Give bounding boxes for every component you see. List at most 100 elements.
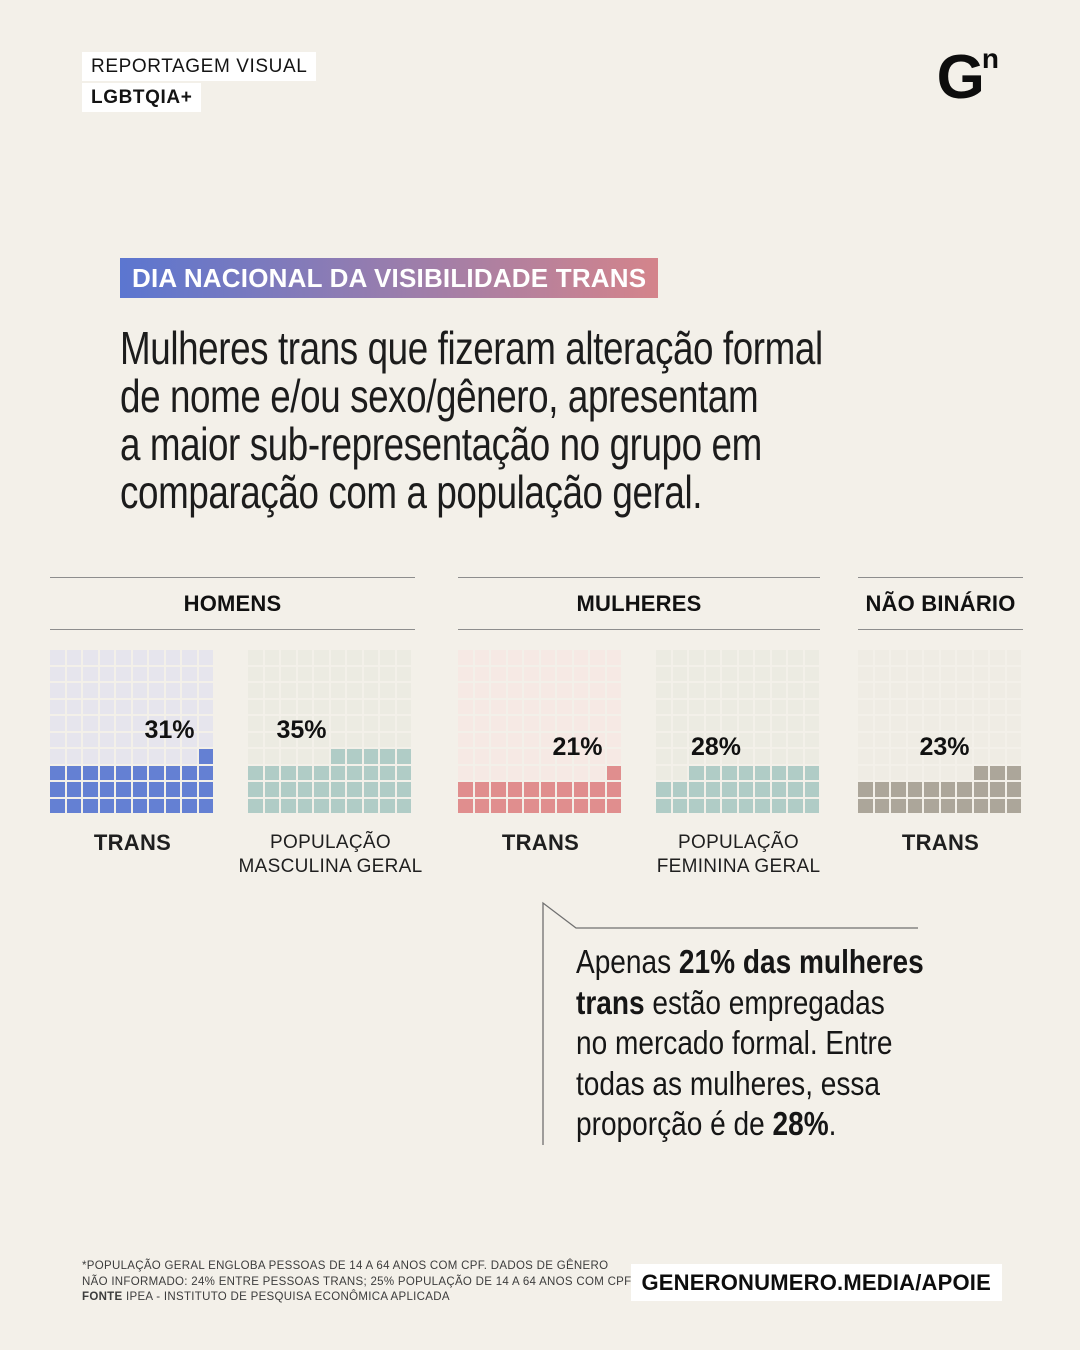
logo-letter-n: n <box>981 43 999 74</box>
waffle-cell <box>347 782 362 797</box>
waffle-cell <box>738 683 753 698</box>
waffle-cell <box>297 765 312 780</box>
waffle-cell <box>1006 782 1021 797</box>
waffle-cell <box>689 699 704 714</box>
waffle-cell <box>264 683 279 698</box>
waffle-cell <box>874 749 889 764</box>
waffle-cell <box>722 765 737 780</box>
waffle-cell <box>297 650 312 665</box>
waffle-cell <box>573 732 588 747</box>
waffle-cell <box>474 716 489 731</box>
waffle-cell <box>771 699 786 714</box>
waffle-cell <box>738 666 753 681</box>
waffle-cell <box>66 732 81 747</box>
waffle-cell <box>116 666 131 681</box>
waffle-cell <box>50 782 65 797</box>
waffle-cell <box>804 699 819 714</box>
waffle-cell <box>940 782 955 797</box>
waffle-cell <box>940 749 955 764</box>
waffle-cell <box>248 666 263 681</box>
waffle-cell <box>507 765 522 780</box>
waffle-cell <box>771 650 786 665</box>
waffle-cell <box>182 749 197 764</box>
waffle-cell <box>738 782 753 797</box>
support-link[interactable]: GENERONUMERO.MEDIA/APOIE <box>630 1264 1002 1301</box>
waffle-cell <box>907 699 922 714</box>
waffle-cell <box>907 798 922 813</box>
waffle-cell <box>874 699 889 714</box>
waffle-cell <box>264 666 279 681</box>
waffle-cell <box>722 699 737 714</box>
waffle-cell <box>540 699 555 714</box>
waffle-cell <box>458 666 473 681</box>
waffle-cell <box>182 732 197 747</box>
waffle-cell <box>573 765 588 780</box>
waffle-cell <box>755 699 770 714</box>
waffle-cell <box>957 699 972 714</box>
waffle-cell <box>656 765 671 780</box>
waffle-cell <box>507 699 522 714</box>
waffle-cell <box>788 749 803 764</box>
waffle-cell <box>1006 716 1021 731</box>
chart-label-line: TRANS <box>901 830 980 855</box>
waffle-cell <box>705 782 720 797</box>
waffle-cell <box>116 683 131 698</box>
waffle-cell <box>1006 699 1021 714</box>
waffle-cell <box>132 732 147 747</box>
kicker: REPORTAGEM VISUAL LGBTQIA+ <box>82 52 317 112</box>
chart-label-line: POPULAÇÃO <box>678 832 799 853</box>
waffle-cell <box>396 716 411 731</box>
waffle-cell <box>540 798 555 813</box>
waffle-cell <box>557 798 572 813</box>
waffle-cell <box>557 666 572 681</box>
waffle-cell <box>1006 666 1021 681</box>
waffle-cell <box>132 782 147 797</box>
waffle-cell <box>907 749 922 764</box>
waffle-cell <box>491 716 506 731</box>
waffle-cell <box>198 782 213 797</box>
waffle-cell <box>722 683 737 698</box>
waffle-cell <box>116 732 131 747</box>
waffle-cell <box>924 732 939 747</box>
waffle-cell <box>264 798 279 813</box>
waffle-cell <box>297 699 312 714</box>
waffle-cell <box>689 749 704 764</box>
waffle-cell <box>524 650 539 665</box>
waffle-cell <box>973 765 988 780</box>
waffle-cell <box>590 782 605 797</box>
waffle-cell <box>264 650 279 665</box>
waffle-cell <box>507 798 522 813</box>
waffle-cell <box>66 666 81 681</box>
waffle-cell <box>198 749 213 764</box>
waffle-cell <box>248 650 263 665</box>
waffle-cell <box>590 732 605 747</box>
waffle-cell <box>689 765 704 780</box>
waffle-cell <box>672 683 687 698</box>
waffle-cell <box>264 716 279 731</box>
waffle-cell <box>297 666 312 681</box>
waffle-cell <box>182 765 197 780</box>
waffle-cell <box>755 683 770 698</box>
waffle-cell <box>689 782 704 797</box>
waffle-cell <box>50 650 65 665</box>
waffle-cell <box>380 699 395 714</box>
waffle-cell <box>116 749 131 764</box>
waffle-cell <box>99 798 114 813</box>
waffle-cell <box>83 666 98 681</box>
waffle-cell <box>1006 749 1021 764</box>
chart-label-homens-pop-geral: POPULAÇÃO MASCULINA GERAL <box>218 831 443 879</box>
waffle-cell <box>689 716 704 731</box>
waffle-cell <box>380 650 395 665</box>
waffle-cell <box>380 666 395 681</box>
waffle-cell <box>380 782 395 797</box>
waffle-cell <box>606 798 621 813</box>
headline-line: Mulheres trans que fizeram alteração for… <box>120 322 823 374</box>
waffle-cell <box>990 666 1005 681</box>
waffle-cell <box>590 765 605 780</box>
waffle-cell <box>264 732 279 747</box>
waffle-cell <box>907 732 922 747</box>
logo-letter-g: G <box>936 43 985 112</box>
waffle-cell <box>396 699 411 714</box>
waffle-cell <box>804 650 819 665</box>
